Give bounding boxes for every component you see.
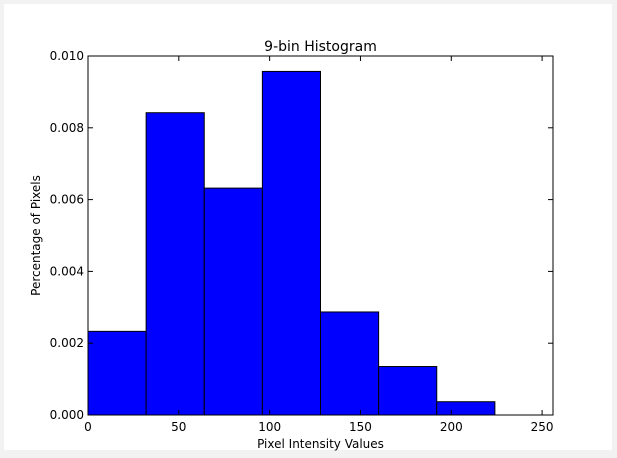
chart-title: 9-bin Histogram <box>264 39 377 55</box>
y-tick-label: 0.008 <box>50 121 84 135</box>
histogram-bar <box>436 401 496 416</box>
x-tick-label: 50 <box>171 420 186 434</box>
histogram-bar <box>320 311 380 416</box>
y-tick-label: 0.000 <box>50 408 84 422</box>
figure: 0 50 100 150 200 250 0.000 0.002 0.004 0.006 0.008… <box>4 4 612 451</box>
y-tick-label: 0.006 <box>50 193 84 207</box>
histogram-chart: 0 50 100 150 200 250 0.000 0.002 0.004 0.006 0.008… <box>29 39 554 451</box>
plot-frame <box>87 55 554 416</box>
y-axis-label: Percentage of Pixels <box>29 175 43 296</box>
x-tick-label: 200 <box>440 420 463 434</box>
ticks-group: 0 50 100 150 200 250 0.000 0.002 0.004 0.006 0.008… <box>50 49 554 434</box>
x-tick-label: 150 <box>349 420 372 434</box>
histogram-bar <box>145 112 205 416</box>
bars-group <box>87 70 496 416</box>
x-tick-label: 250 <box>531 420 554 434</box>
histogram-bar <box>378 366 438 416</box>
x-tick-label: 100 <box>258 420 281 434</box>
histogram-bar <box>203 187 263 416</box>
histogram-bar <box>87 330 147 416</box>
x-axis-label: Pixel Intensity Values <box>257 437 384 451</box>
x-tick-label: 0 <box>84 420 92 434</box>
y-tick-label: 0.002 <box>50 336 84 350</box>
histogram-bar <box>261 70 321 416</box>
y-tick-label: 0.004 <box>50 264 84 278</box>
y-tick-label: 0.010 <box>50 49 84 63</box>
